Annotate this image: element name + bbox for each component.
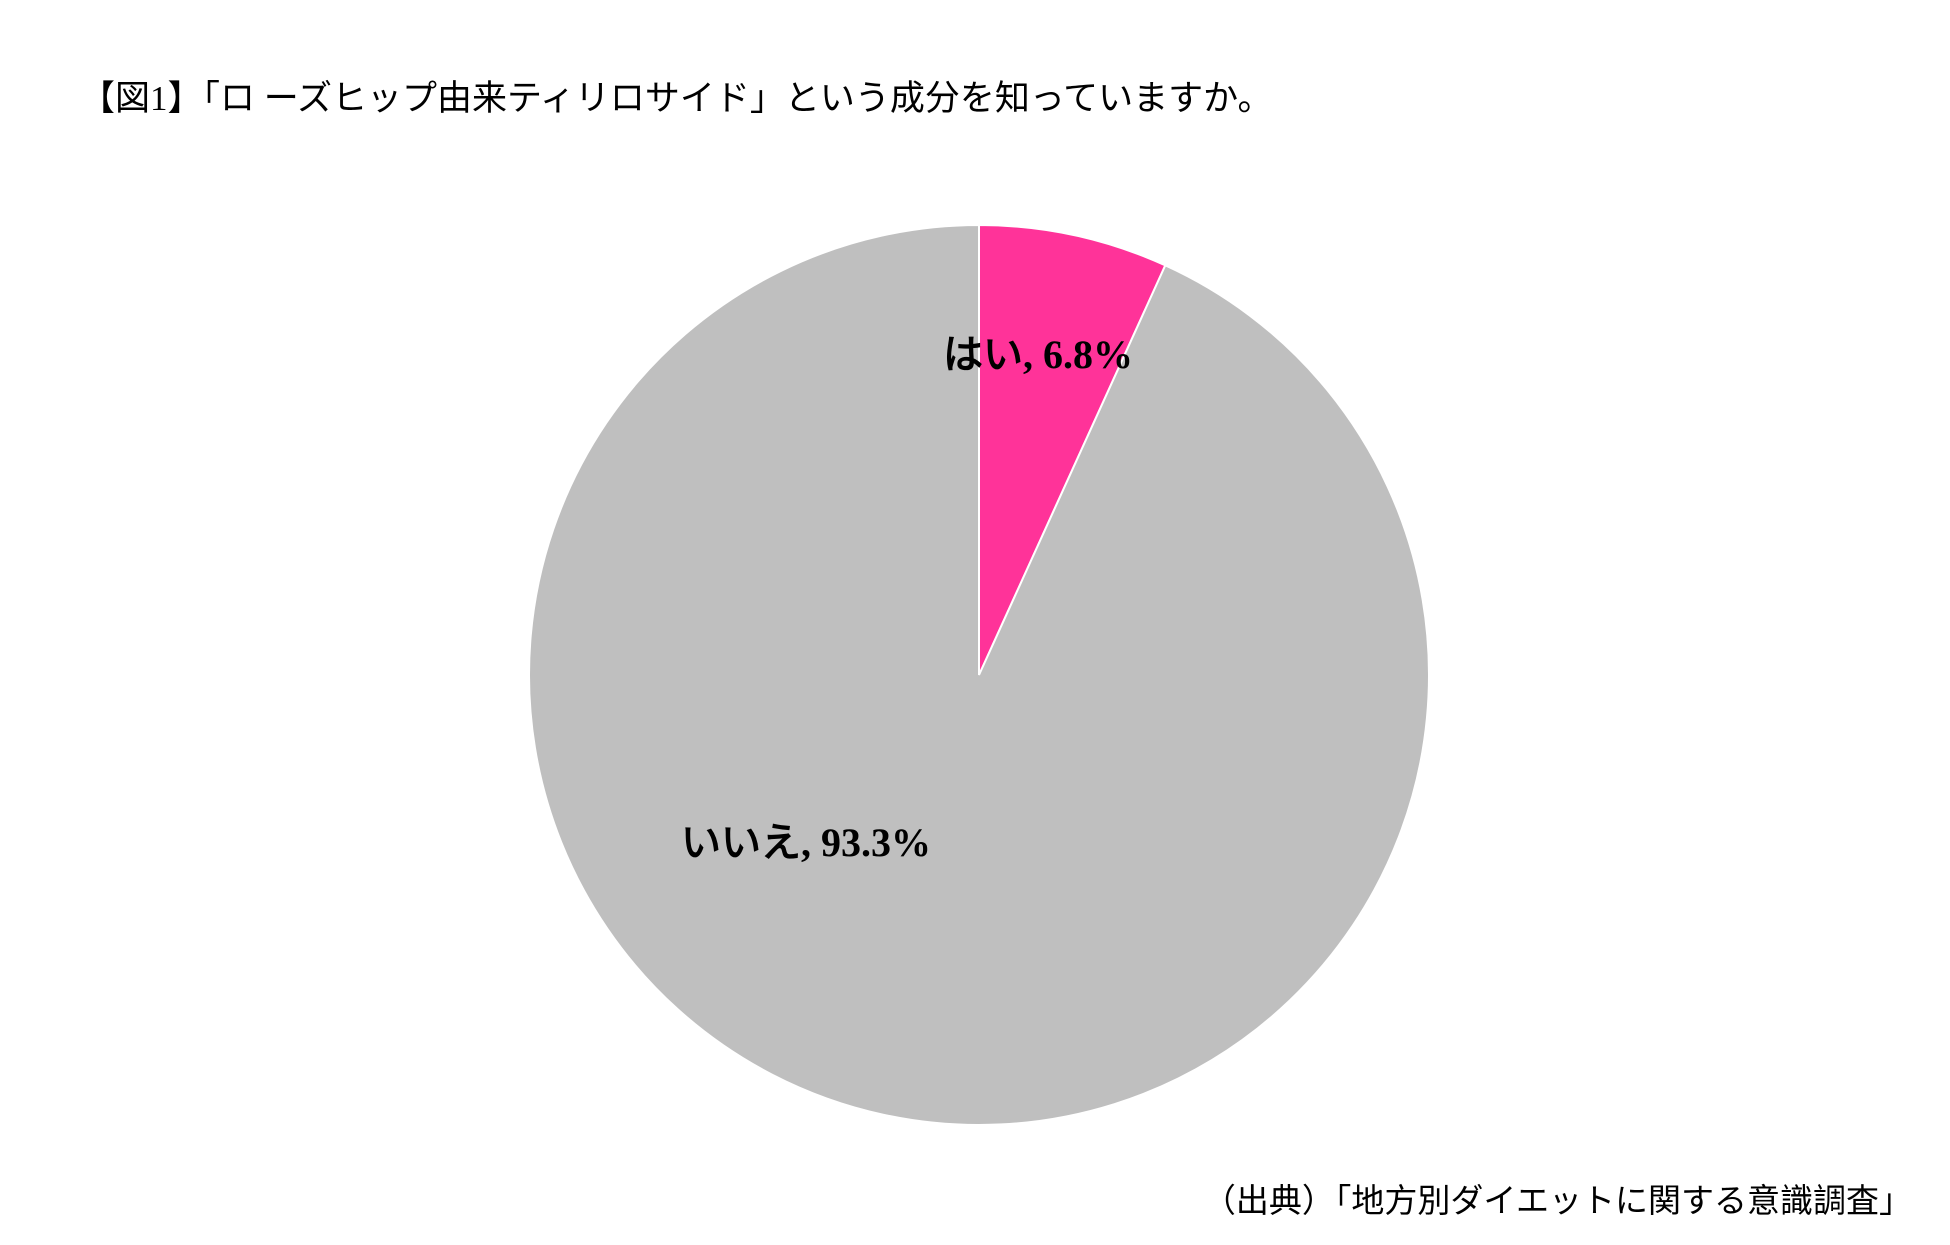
data-label: いいえ, 93.3% bbox=[681, 820, 931, 865]
pie: はい, 6.8% いいえ, 93.3% bbox=[528, 223, 1430, 1126]
pie-slice bbox=[528, 223, 1430, 1126]
pie-slice bbox=[978, 223, 1167, 676]
chart-title: 【図1】「ロ ーズヒップ由来ティリロサイド」という成分を知っていますか。 bbox=[80, 79, 1272, 118]
data-label: はい, 6.8% bbox=[943, 332, 1133, 377]
source: （出典）「地方別ダイエットに関する意識調査」 bbox=[1203, 1183, 1912, 1220]
